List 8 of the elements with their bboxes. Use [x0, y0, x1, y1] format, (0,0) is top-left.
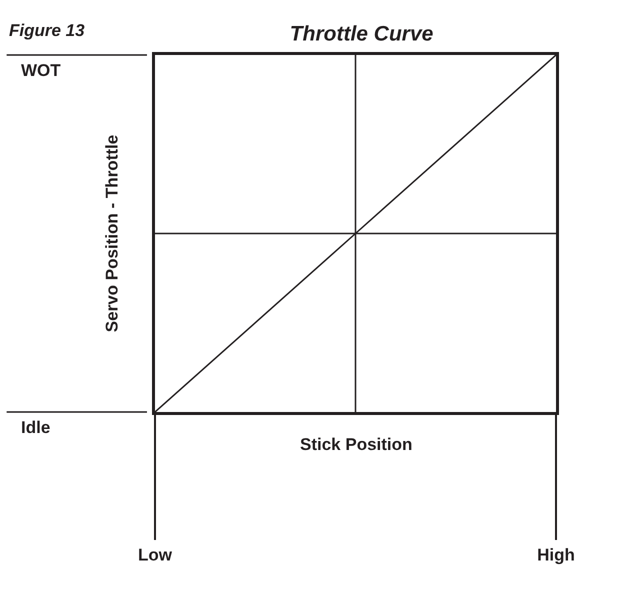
text: WOT: [21, 61, 62, 80]
chart-title: Throttle Curve: [290, 22, 434, 46]
x-axis-title: Stick Position: [300, 435, 412, 454]
y-axis-title: Servo Position - Throttle: [102, 134, 122, 332]
text: Idle: [21, 418, 50, 437]
x-tick-label: Low: [138, 545, 173, 564]
caption: Figure 13: [9, 21, 86, 40]
x-tick-label: High: [537, 545, 575, 564]
